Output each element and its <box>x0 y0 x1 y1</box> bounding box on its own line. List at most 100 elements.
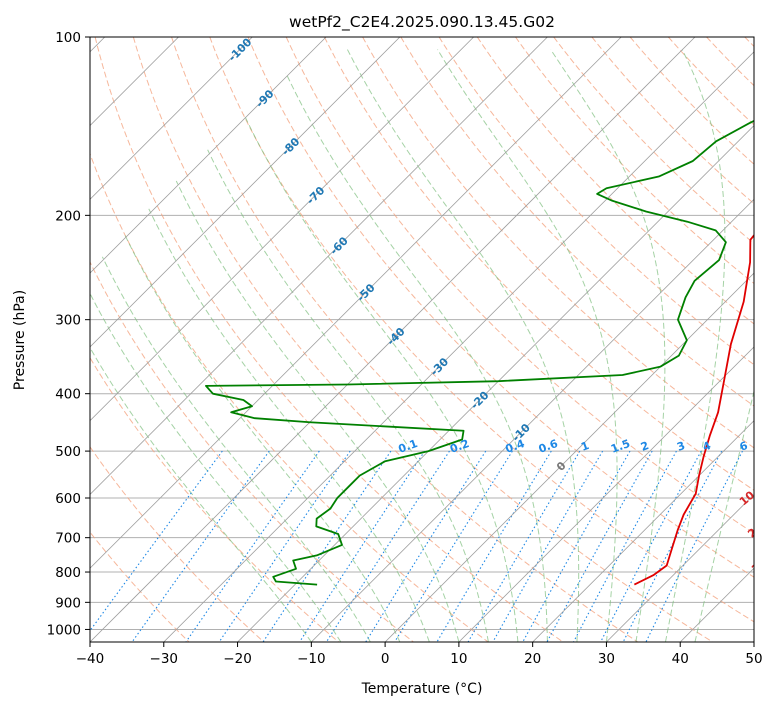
dry-adiabat-line <box>400 37 754 407</box>
mixing-ratio-line <box>467 450 581 642</box>
y-tick-label: 300 <box>55 313 81 329</box>
mixing-ratio-label: 0.6 <box>537 437 560 456</box>
y-tick-label: 900 <box>55 595 81 611</box>
x-axis-ticks: −40 −30 −20 −10 0 10 20 30 40 50 <box>76 642 763 667</box>
x-tick-label: 30 <box>598 651 615 667</box>
isotherm-line <box>90 37 548 496</box>
isotherm-line <box>90 37 474 422</box>
mixing-ratio-label: 0.2 <box>448 437 471 456</box>
moist-adiabat-line <box>437 49 618 642</box>
isotherm-line <box>90 37 401 348</box>
x-tick-label: −20 <box>223 651 252 667</box>
dry-adiabat-line <box>591 37 754 205</box>
x-tick-label: 10 <box>450 651 467 667</box>
isotherm-line <box>532 420 754 642</box>
isotherm-line <box>90 37 327 274</box>
moist-adiabat-line <box>207 149 489 642</box>
mixing-ratio-line <box>394 450 513 642</box>
isotherm-line <box>163 51 754 642</box>
x-tick-label: 0 <box>381 651 390 667</box>
mixing-ratio-label: 1.5 <box>609 437 632 456</box>
sounding-series <box>205 119 754 586</box>
x-tick-label: −40 <box>76 651 105 667</box>
moist-adiabat-line <box>694 389 754 642</box>
dry-adiabat-line <box>90 531 190 642</box>
mixing-ratio-label: 0.1 <box>397 437 420 456</box>
isotherm-line <box>90 37 696 642</box>
dry-adiabat-line <box>629 37 754 165</box>
isotherm-line <box>311 198 754 642</box>
mixing-ratio-label: 4 <box>701 439 713 454</box>
isotherm-line <box>606 493 754 642</box>
mixing-ratio-label: 1 <box>579 439 591 454</box>
y-tick-label: 200 <box>55 208 81 224</box>
y-tick-label: 800 <box>55 565 81 581</box>
x-tick-label: 50 <box>745 651 762 667</box>
mixing-ratio-line <box>218 450 351 642</box>
mixing-ratio-line <box>522 450 631 642</box>
moist-adiabats <box>90 49 754 642</box>
moist-adiabat-label: 30 <box>749 556 769 576</box>
pressure-gridlines <box>90 37 754 630</box>
isotherm-line <box>90 37 622 569</box>
moist-adiabat-line <box>550 49 666 642</box>
y-tick-label: 100 <box>55 30 81 46</box>
mixing-ratio-line <box>622 450 723 642</box>
mixing-ratio-label: 2 <box>639 439 651 454</box>
x-tick-label: −30 <box>150 651 179 667</box>
isotherm-line <box>384 272 754 642</box>
isotherm-line <box>90 37 253 200</box>
x-tick-label: 40 <box>672 651 689 667</box>
moist-adiabat-label: 20 <box>745 520 765 540</box>
x-tick-label: −10 <box>297 651 326 667</box>
mixing-ratio-line <box>600 450 702 642</box>
mixing-ratio-label: 0.4 <box>504 437 527 456</box>
x-tick-label: 20 <box>524 651 541 667</box>
x-axis-label: Temperature (°C) <box>361 681 483 697</box>
dry-adiabat-line <box>90 446 265 642</box>
y-axis-ticks: 100 200 300 400 500 600 700 800 900 1000 <box>47 30 90 638</box>
dry-adiabat-line <box>476 37 754 325</box>
dry-adiabat-line <box>515 37 754 285</box>
dry-adiabat-line <box>90 260 414 642</box>
mixing-ratio-line <box>436 450 552 642</box>
temperature-profile-line <box>633 233 754 586</box>
y-tick-label: 500 <box>55 444 81 460</box>
dry-adiabat-line <box>362 37 754 449</box>
moist-adiabat-line <box>285 72 548 642</box>
y-tick-label: 600 <box>55 491 81 507</box>
moist-adiabat-line <box>148 208 430 642</box>
mixing-ratio-line <box>185 450 320 642</box>
dry-adiabat-line <box>94 37 564 642</box>
mixing-ratio-line <box>325 450 450 642</box>
moist-adiabat-line <box>90 292 342 642</box>
mixing-ratio-label: 3 <box>675 439 687 454</box>
y-tick-label: 1000 <box>47 622 81 638</box>
mixing-ratio-line <box>131 450 270 642</box>
mixing-ratio-line <box>365 450 487 642</box>
mixing-ratio-line <box>492 450 604 642</box>
isotherm-line <box>237 124 754 642</box>
y-axis-label: Pressure (hPa) <box>12 290 28 390</box>
moist-adiabat-line <box>346 49 580 642</box>
isotherm-line <box>458 346 754 642</box>
moist-adiabat-line <box>175 180 460 642</box>
moist-adiabat-line <box>243 114 519 642</box>
plot-area: -100-90-80-70-60-50-40-30-20-1000.1 0.2 0.… <box>90 37 769 642</box>
moist-adiabat-line <box>123 233 401 642</box>
dewpoint-profile-line <box>205 119 754 586</box>
dry-adiabat-line <box>438 37 754 366</box>
mixing-ratio-line <box>546 450 653 642</box>
moist-adiabat-line <box>664 49 726 642</box>
mixing-ratio-line <box>573 450 677 642</box>
y-tick-label: 400 <box>55 387 81 403</box>
dry-adiabat-line <box>247 37 754 578</box>
moist-adiabat-line <box>90 346 312 642</box>
plot-frame <box>89 36 755 643</box>
isotherms <box>90 37 754 642</box>
dry-adiabat-line <box>132 37 639 642</box>
y-tick-label: 700 <box>55 531 81 547</box>
dry-adiabat-line <box>171 37 713 642</box>
